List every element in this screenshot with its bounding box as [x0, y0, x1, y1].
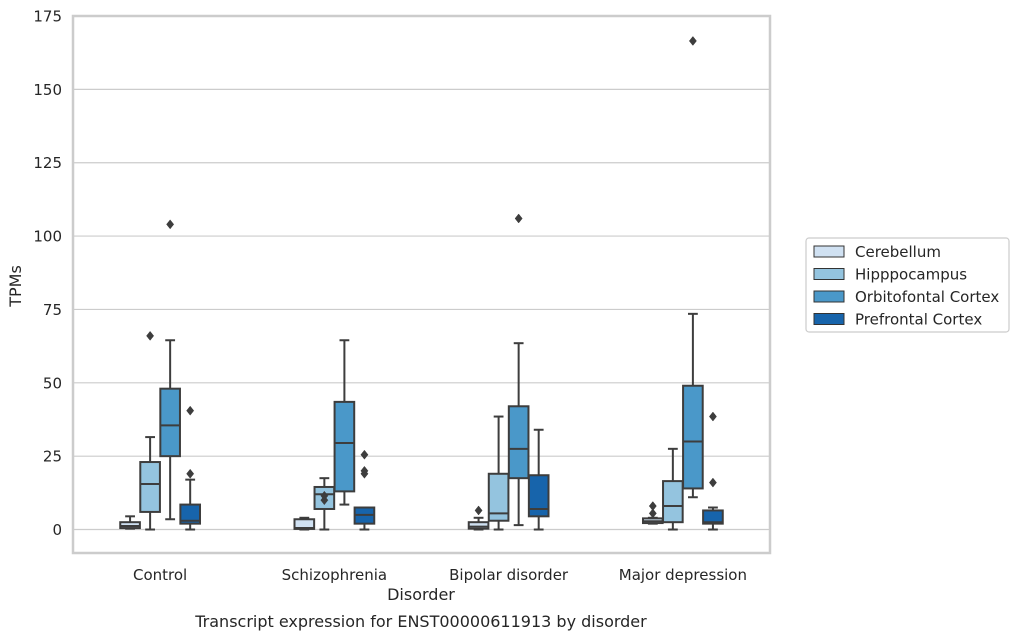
box-body: [179, 503, 202, 525]
box-hipppocampus: [662, 447, 684, 531]
box-cerebellum: [119, 515, 141, 530]
legend-frame: [805, 237, 1010, 333]
grid-lines: [73, 15, 770, 531]
box-body: [507, 405, 530, 480]
box-series: [119, 36, 724, 531]
outlier-point: [320, 490, 329, 501]
box-body: [159, 387, 181, 458]
outlier-point: [709, 477, 717, 488]
box-cerebellum: [467, 505, 490, 531]
box-prefrontal-cortex: [527, 428, 550, 531]
box-hipppocampus: [487, 415, 510, 531]
legend-label: Orbitofontal Cortex: [855, 288, 999, 306]
box-body: [662, 480, 684, 524]
box-body: [467, 521, 490, 530]
legend-swatch: [813, 313, 845, 325]
x-axis-label: Disorder: [387, 585, 455, 604]
y-tick-label: 0: [52, 521, 62, 539]
outlier-point: [688, 36, 697, 46]
outlier-point: [360, 465, 369, 476]
x-tick-label: Control: [133, 566, 187, 584]
box-orbitofontal-cortex: [507, 213, 530, 527]
box-body: [333, 400, 356, 493]
outlier-point: [474, 505, 483, 516]
y-tick-label: 150: [33, 81, 62, 99]
y-tick-label: 125: [33, 154, 62, 172]
outlier-point: [709, 411, 717, 422]
outlier-point: [648, 508, 657, 519]
outlier-point: [186, 405, 195, 416]
legend-label: Prefrontal Cortex: [855, 311, 982, 329]
y-tick-label: 25: [43, 448, 62, 466]
y-tick-label: 175: [33, 8, 62, 26]
x-tick-label: Major depression: [619, 566, 747, 584]
y-tick-label: 100: [33, 228, 62, 246]
box-orbitofontal-cortex: [159, 219, 181, 521]
legend-swatch: [813, 290, 845, 303]
box-hipppocampus: [313, 477, 336, 531]
box-prefrontal-cortex: [702, 411, 724, 531]
chart-caption: Transcript expression for ENST0000061191…: [194, 612, 647, 631]
x-tick-label: Schizophrenia: [282, 566, 387, 584]
box-prefrontal-cortex: [353, 449, 376, 531]
box-hipppocampus: [139, 330, 161, 531]
box-cerebellum: [641, 501, 664, 525]
outlier-point: [146, 330, 155, 341]
legend-label: Hipppocampus: [855, 266, 967, 284]
box-body: [682, 384, 704, 490]
box-orbitofontal-cortex: [333, 339, 356, 506]
outlier-point: [186, 468, 195, 479]
x-tick-label: Bipolar disorder: [449, 566, 569, 584]
y-tick-label: 50: [43, 374, 62, 392]
box-orbitofontal-cortex: [682, 36, 704, 499]
outlier-point: [360, 449, 369, 460]
y-tick-label: 75: [43, 301, 62, 319]
box-body: [527, 474, 550, 518]
axis-ticks: 0 25 50 75 100 125 150 175 Control Schizophrenia B…: [33, 8, 747, 585]
plot-border: [71, 14, 772, 555]
outlier-point: [514, 213, 523, 224]
box-body: [702, 509, 724, 525]
outlier-point: [648, 501, 657, 511]
legend-swatch: [813, 245, 845, 258]
legend: Cerebellum Hipppocampus Orbitofontal Corte…: [805, 237, 1010, 333]
box-cerebellum: [293, 516, 316, 531]
plot-frame: [71, 14, 772, 555]
box-body: [487, 472, 510, 522]
legend-swatch: [813, 268, 845, 280]
legend-label: Cerebellum: [855, 243, 941, 261]
y-axis-label: TPMs: [6, 265, 25, 308]
outlier-point: [166, 219, 175, 230]
box-prefrontal-cortex: [179, 405, 202, 531]
box-body: [139, 461, 161, 513]
